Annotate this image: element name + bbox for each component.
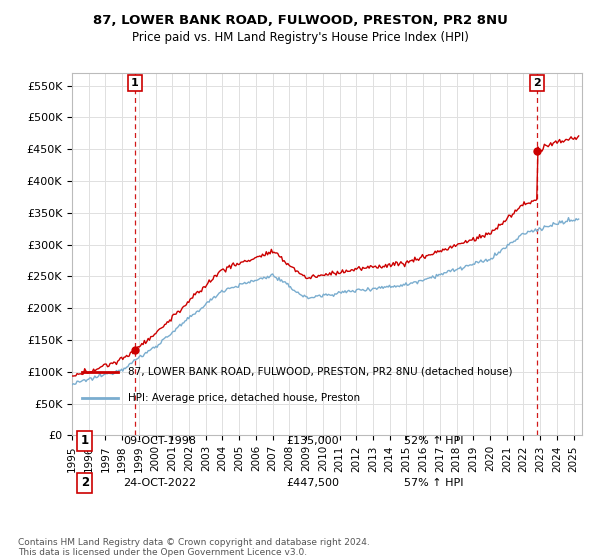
Text: 1: 1 xyxy=(131,78,139,88)
Text: 2: 2 xyxy=(533,78,541,88)
Text: £135,000: £135,000 xyxy=(286,436,339,446)
Text: 1: 1 xyxy=(80,435,89,447)
Text: 87, LOWER BANK ROAD, FULWOOD, PRESTON, PR2 8NU (detached house): 87, LOWER BANK ROAD, FULWOOD, PRESTON, P… xyxy=(128,367,512,377)
Text: 24-OCT-2022: 24-OCT-2022 xyxy=(123,478,196,488)
Text: HPI: Average price, detached house, Preston: HPI: Average price, detached house, Pres… xyxy=(128,393,360,403)
Text: 52% ↑ HPI: 52% ↑ HPI xyxy=(404,436,463,446)
Text: £447,500: £447,500 xyxy=(286,478,339,488)
Text: 09-OCT-1998: 09-OCT-1998 xyxy=(123,436,196,446)
Text: 87, LOWER BANK ROAD, FULWOOD, PRESTON, PR2 8NU: 87, LOWER BANK ROAD, FULWOOD, PRESTON, P… xyxy=(92,14,508,27)
Text: Contains HM Land Registry data © Crown copyright and database right 2024.
This d: Contains HM Land Registry data © Crown c… xyxy=(18,538,370,557)
Text: 57% ↑ HPI: 57% ↑ HPI xyxy=(404,478,463,488)
Text: Price paid vs. HM Land Registry's House Price Index (HPI): Price paid vs. HM Land Registry's House … xyxy=(131,31,469,44)
Text: 2: 2 xyxy=(80,477,89,489)
